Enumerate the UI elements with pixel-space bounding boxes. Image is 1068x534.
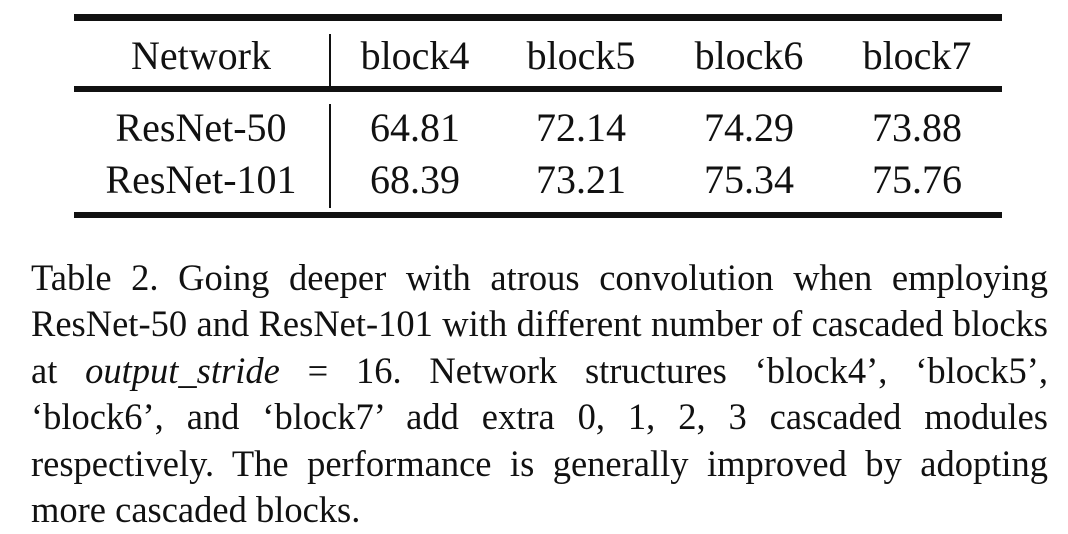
table-top-rule [74, 14, 1002, 21]
row-value-block4: 64.81 [335, 102, 495, 154]
header-network: Network [80, 30, 322, 82]
row-value-block7: 75.76 [834, 154, 1000, 206]
row-value-block6: 74.29 [666, 102, 832, 154]
row-network-name: ResNet-101 [80, 154, 322, 206]
table-bottom-rule [74, 212, 1002, 218]
row-value-block5: 73.21 [500, 154, 662, 206]
row-network-name: ResNet-50 [80, 102, 322, 154]
caption-emphasis: output_stride [85, 350, 280, 391]
table-header-rule [74, 86, 1002, 92]
header-block5: block5 [500, 30, 662, 82]
table-caption: Table 2. Going deeper with atrous convol… [31, 255, 1048, 534]
row-value-block6: 75.34 [666, 154, 832, 206]
header-block6: block6 [666, 30, 832, 82]
header-block4: block4 [335, 30, 495, 82]
column-divider-body [329, 104, 331, 208]
row-value-block4: 68.39 [335, 154, 495, 206]
header-block7: block7 [834, 30, 1000, 82]
row-value-block5: 72.14 [500, 102, 662, 154]
row-value-block7: 73.88 [834, 102, 1000, 154]
column-divider-header [329, 34, 331, 86]
